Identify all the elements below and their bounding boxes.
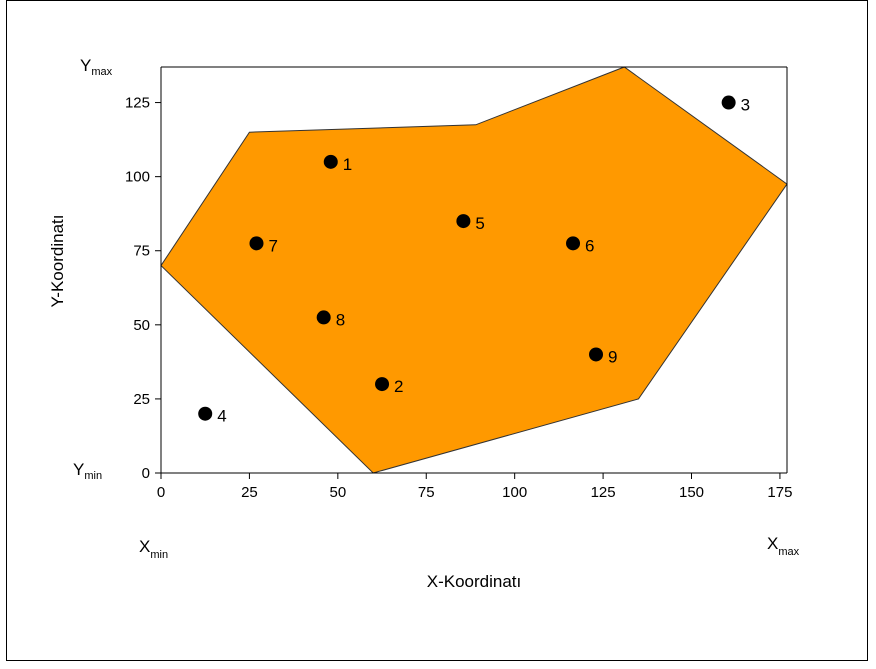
data-point [456, 214, 471, 229]
figure-frame: 0 25 50 75 100 125 150 175 0 25 50 75 100 125 1 2 3 4 5 6 7… [6, 0, 868, 661]
chart-svg: 0 25 50 75 100 125 150 175 0 25 50 75 100 125 1 2 3 4 5 6 7… [48, 56, 800, 591]
data-point-label: 1 [343, 155, 352, 174]
region-polygon [160, 66, 788, 474]
data-point [589, 347, 604, 362]
x-tick-label: 150 [679, 484, 704, 501]
x-tick-label: 25 [241, 484, 258, 501]
data-point [249, 236, 264, 251]
y-tick-label: 100 [125, 169, 150, 186]
data-point-label: 2 [394, 377, 403, 396]
y-tick-label: 0 [142, 465, 150, 482]
x-max-label: Xmax [767, 534, 800, 558]
y-tick-label: 75 [133, 243, 150, 260]
svg-text:Xmax: Xmax [767, 534, 800, 558]
y-min-main: Y [73, 460, 84, 479]
axes-layer [160, 66, 788, 474]
data-point [316, 310, 331, 325]
data-point-label: 8 [336, 310, 345, 329]
data-point-label: 4 [217, 407, 226, 426]
data-point-label: 5 [475, 214, 484, 233]
x-tick-label: 125 [591, 484, 616, 501]
x-min-main: X [139, 537, 150, 556]
svg-text:Ymax: Ymax [80, 56, 113, 78]
data-point-label: 7 [268, 236, 277, 255]
data-point [375, 377, 390, 392]
y-tick-label: 25 [133, 391, 150, 408]
data-point-label: 3 [741, 96, 750, 115]
data-point [323, 154, 338, 169]
x-tick-label: 75 [418, 484, 435, 501]
data-point-label: 6 [585, 236, 594, 255]
data-point [198, 406, 213, 421]
y-max-main: Y [80, 56, 91, 75]
x-min-label: Xmin [139, 537, 168, 561]
data-point [566, 236, 581, 251]
x-min-sub: min [150, 549, 168, 561]
points-layer: 1 2 3 4 5 6 7 8 9 [198, 95, 750, 426]
data-point-label: 9 [608, 347, 617, 366]
y-tick-label: 50 [133, 317, 150, 334]
svg-text:Ymin: Ymin [73, 460, 102, 482]
y-tick-label: 125 [125, 95, 150, 112]
x-tick-label: 0 [157, 484, 165, 501]
x-axis-title: X-Koordinatı [427, 572, 522, 591]
svg-text:Xmin: Xmin [139, 537, 168, 561]
x-tick-label: 175 [767, 484, 792, 501]
x-max-main: X [767, 534, 778, 553]
data-point [721, 95, 736, 110]
y-max-label: Ymax [80, 56, 113, 78]
y-max-sub: max [91, 66, 112, 78]
x-tick-label: 100 [502, 484, 527, 501]
x-max-sub: max [778, 546, 799, 558]
y-min-label: Ymin [73, 460, 102, 482]
y-min-sub: min [84, 470, 102, 482]
region-layer [160, 66, 788, 474]
x-tick-label: 50 [329, 484, 346, 501]
y-axis-title: Y-Koordinatı [48, 215, 67, 308]
